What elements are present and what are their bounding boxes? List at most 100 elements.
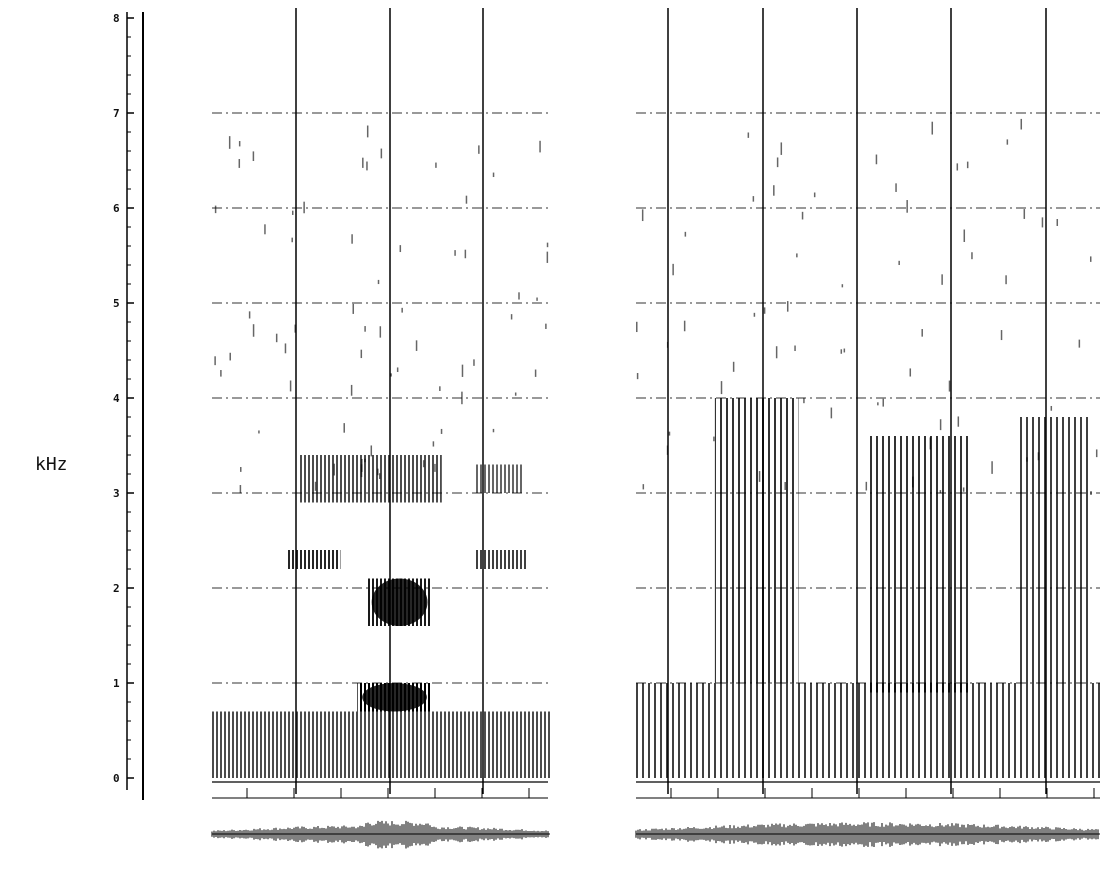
noise-speck	[370, 445, 373, 457]
noise-speck	[464, 249, 467, 259]
noise-speck	[929, 437, 932, 450]
waveform	[635, 822, 1100, 848]
noise-speck	[380, 148, 383, 159]
noise-speck	[432, 441, 435, 447]
noise-speck	[518, 292, 520, 300]
noise-speck	[957, 416, 960, 427]
noise-speck	[971, 252, 973, 260]
energy-band-2	[299, 455, 442, 503]
noise-speck	[843, 348, 846, 353]
noise-speck	[840, 349, 843, 354]
noise-speck	[684, 231, 687, 237]
noise-speck	[536, 297, 538, 301]
noise-speck	[292, 210, 294, 215]
noise-speck	[931, 121, 934, 135]
noise-speck	[510, 314, 513, 320]
spectrogram-panel-left	[211, 8, 550, 849]
noise-speck	[1095, 449, 1098, 458]
noise-speck	[360, 464, 363, 478]
noise-speck	[641, 209, 644, 222]
noise-speck	[258, 430, 260, 434]
noise-speck	[229, 352, 231, 361]
noise-speck	[1005, 275, 1007, 285]
noise-speck	[362, 157, 364, 168]
noise-speck	[534, 369, 537, 377]
noise-speck	[747, 132, 750, 138]
noise-speck	[461, 391, 463, 405]
noise-speck	[841, 284, 844, 288]
noise-speck	[962, 487, 965, 492]
noise-speck	[454, 250, 456, 256]
noise-speck	[921, 329, 923, 337]
noise-speck	[1078, 339, 1081, 348]
noise-speck	[786, 301, 789, 312]
spectrogram-panel-right	[635, 8, 1100, 848]
noise-speck	[303, 201, 305, 214]
noise-speck	[776, 157, 779, 168]
noise-speck	[895, 183, 897, 192]
noise-speck	[796, 253, 798, 258]
noise-speck	[291, 237, 293, 243]
noise-speck	[941, 274, 943, 285]
y-tick-label-7: 7	[113, 107, 120, 120]
noise-speck	[492, 172, 495, 178]
noise-speck	[390, 373, 392, 377]
y-tick-label-8: 8	[113, 12, 120, 25]
noise-speck	[238, 159, 241, 168]
noise-speck	[939, 490, 942, 494]
noise-speck	[248, 311, 251, 319]
noise-speck	[912, 476, 914, 488]
energy-band-0	[636, 683, 1100, 778]
noise-speck	[882, 398, 884, 407]
formant-blob-3	[362, 683, 427, 712]
energy-band-5	[475, 550, 527, 569]
noise-speck	[1050, 405, 1053, 411]
noise-speck	[478, 145, 480, 154]
noise-speck	[366, 125, 369, 138]
noise-speck	[1041, 217, 1044, 228]
noise-speck	[364, 458, 366, 463]
noise-speck	[1090, 491, 1092, 496]
noise-speck	[713, 436, 715, 442]
noise-speck	[963, 229, 966, 242]
noise-speck	[360, 349, 363, 359]
noise-speck	[672, 263, 674, 276]
noise-speck	[415, 340, 418, 351]
noise-speck	[1020, 118, 1023, 130]
y-tick-label-0: 0	[113, 772, 120, 785]
y-axis: 0 1 2 3 4 5 6 7 8	[113, 12, 144, 800]
y-tick-label-1: 1	[113, 677, 120, 690]
energy-band-1	[714, 398, 799, 683]
noise-speck	[422, 460, 425, 468]
noise-speck	[753, 312, 756, 317]
energy-band-3	[1016, 417, 1091, 683]
noise-speck	[333, 463, 335, 476]
noise-speck	[732, 361, 735, 372]
energy-band-0	[212, 711, 550, 778]
noise-speck	[1089, 256, 1092, 262]
noise-speck	[1023, 209, 1026, 219]
noise-speck	[939, 419, 942, 431]
noise-speck	[228, 136, 231, 149]
noise-speck	[435, 162, 437, 168]
energy-band-2	[868, 436, 971, 693]
noise-speck	[264, 224, 266, 235]
noise-speck	[784, 481, 786, 490]
y-tick-label-6: 6	[113, 202, 120, 215]
noise-speck	[636, 373, 639, 380]
noise-speck	[465, 195, 468, 204]
waveform	[211, 820, 550, 849]
y-ticks: 0 1 2 3 4 5 6 7 8	[113, 12, 134, 785]
noise-speck	[877, 402, 879, 406]
noise-speck	[906, 200, 908, 213]
noise-speck	[683, 320, 686, 332]
noise-speck	[214, 205, 217, 214]
noise-speck	[803, 397, 805, 404]
noise-speck	[220, 370, 222, 377]
y-tick-label-4: 4	[113, 392, 120, 405]
noise-speck	[492, 428, 495, 433]
noise-speck	[275, 333, 278, 343]
noise-speck	[343, 423, 345, 433]
noise-speck	[314, 481, 317, 491]
noise-speck	[991, 461, 993, 474]
